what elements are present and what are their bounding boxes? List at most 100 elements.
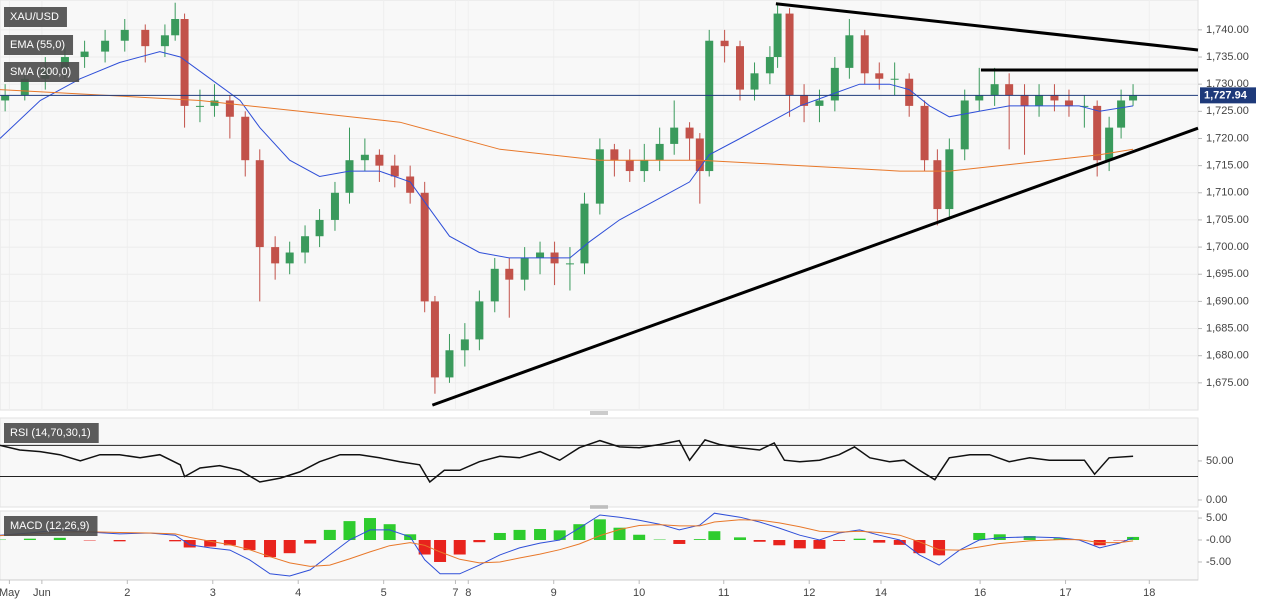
candle-body: [785, 13, 794, 96]
candle-body: [655, 143, 664, 161]
signal-line: [0, 519, 1134, 567]
legend-box: [4, 516, 98, 536]
macd-histogram-bar: [383, 524, 396, 541]
macd-histogram-bar: [753, 540, 766, 542]
x-tick-label: 7: [452, 587, 458, 599]
y-tick-label: 1,695.00: [1206, 268, 1249, 280]
x-tick-label: 12: [803, 587, 815, 599]
candle-body: [670, 127, 679, 144]
candle-body: [1105, 127, 1114, 161]
candle-body: [180, 19, 189, 106]
candle-body: [460, 339, 469, 351]
candle-body: [345, 160, 354, 193]
candle-body: [505, 268, 514, 280]
candle-body: [1050, 95, 1059, 101]
candle-body: [1035, 95, 1044, 106]
candle-body: [750, 73, 759, 90]
candle-body: [1093, 105, 1102, 161]
candle-body: [905, 78, 914, 106]
macd-histogram-bar: [323, 529, 336, 541]
candle-body: [1080, 105, 1089, 107]
x-tick-label: 11: [718, 587, 729, 599]
candle-body: [420, 192, 429, 302]
x-tick-label: 2: [124, 587, 130, 599]
macd-histogram-bar: [534, 529, 547, 541]
x-tick-label: 17: [1059, 587, 1071, 599]
candle-body: [685, 127, 694, 139]
macd-histogram-bar: [363, 518, 376, 541]
candle-body: [225, 100, 234, 117]
macd-histogram-bar: [204, 540, 217, 547]
macd-histogram-bar: [453, 540, 466, 555]
y-tick-label: -0.00: [1206, 534, 1231, 546]
macd-histogram-bar: [283, 540, 296, 554]
rsi-line: [0, 439, 1134, 484]
macd-histogram-bar: [773, 540, 786, 546]
trendline: [775, 2, 1199, 52]
macd-histogram-bar: [343, 521, 356, 541]
candle-body: [171, 19, 180, 36]
legend-box: [4, 423, 99, 443]
y-tick-label: 1,725.00: [1206, 105, 1249, 117]
legend-label: XAU/USD: [10, 11, 59, 23]
candle-body: [445, 350, 454, 378]
candle-body: [565, 263, 574, 265]
legend-label: SMA (200,0): [10, 66, 71, 78]
x-tick-label: 18: [1143, 587, 1155, 599]
candle-body: [241, 116, 250, 161]
candle-body: [890, 78, 899, 80]
candle-body: [475, 301, 484, 340]
candle-body: [875, 73, 884, 79]
indicator-line: [0, 89, 1134, 172]
candle-body: [773, 13, 782, 58]
legend-label: EMA (55,0): [10, 39, 65, 51]
last-price-box: [1200, 87, 1256, 104]
macd-histogram-bar: [493, 532, 506, 541]
candle-body: [141, 29, 150, 47]
macd-histogram-bar: [183, 540, 196, 548]
candle-body: [720, 40, 729, 47]
macd-histogram-bar: [853, 538, 866, 541]
candle-body: [945, 149, 954, 210]
macd-histogram-bar: [223, 540, 236, 546]
indicator-line: [0, 51, 1134, 259]
y-tick-label: -5.00: [1206, 556, 1231, 568]
candle-body: [695, 138, 704, 172]
trendline: [431, 126, 1199, 407]
y-tick-label: 1,720.00: [1206, 132, 1249, 144]
candle-body: [80, 51, 89, 58]
candle-body: [625, 160, 634, 172]
y-tick-label: 1,700.00: [1206, 241, 1249, 253]
candle-body: [1064, 100, 1073, 106]
legend-label: RSI (14,70,30,1): [10, 427, 91, 439]
macd-histogram-bar: [573, 524, 586, 541]
candle-body: [195, 105, 204, 107]
candle-body: [520, 257, 529, 280]
macd-line: [0, 512, 1134, 577]
y-tick-label: 1,735.00: [1206, 51, 1249, 63]
macd-histogram-bar: [243, 540, 256, 551]
candle-body: [160, 35, 169, 47]
macd-histogram-bar: [1023, 536, 1036, 541]
candle-body: [920, 105, 929, 161]
y-tick-label: 5.00: [1206, 512, 1227, 524]
candle-body: [610, 149, 619, 161]
candle-body: [101, 40, 110, 52]
x-tick-label: May: [0, 587, 20, 599]
x-tick-label: 14: [875, 587, 887, 599]
y-tick-label: 1,715.00: [1206, 160, 1249, 172]
candle-body: [765, 57, 774, 74]
candle-body: [815, 100, 824, 106]
candle-body: [845, 35, 854, 68]
candle-body: [120, 29, 129, 41]
y-tick-label: 1,740.00: [1206, 24, 1249, 36]
legend-box: [4, 35, 74, 55]
candle-body: [933, 160, 942, 210]
candle-body: [830, 67, 839, 101]
macd-histogram-bar: [973, 532, 986, 541]
candle-body: [860, 35, 869, 74]
candle-body: [20, 78, 29, 96]
macd-histogram-bar: [1127, 536, 1140, 541]
x-tick-label: 8: [465, 587, 471, 599]
